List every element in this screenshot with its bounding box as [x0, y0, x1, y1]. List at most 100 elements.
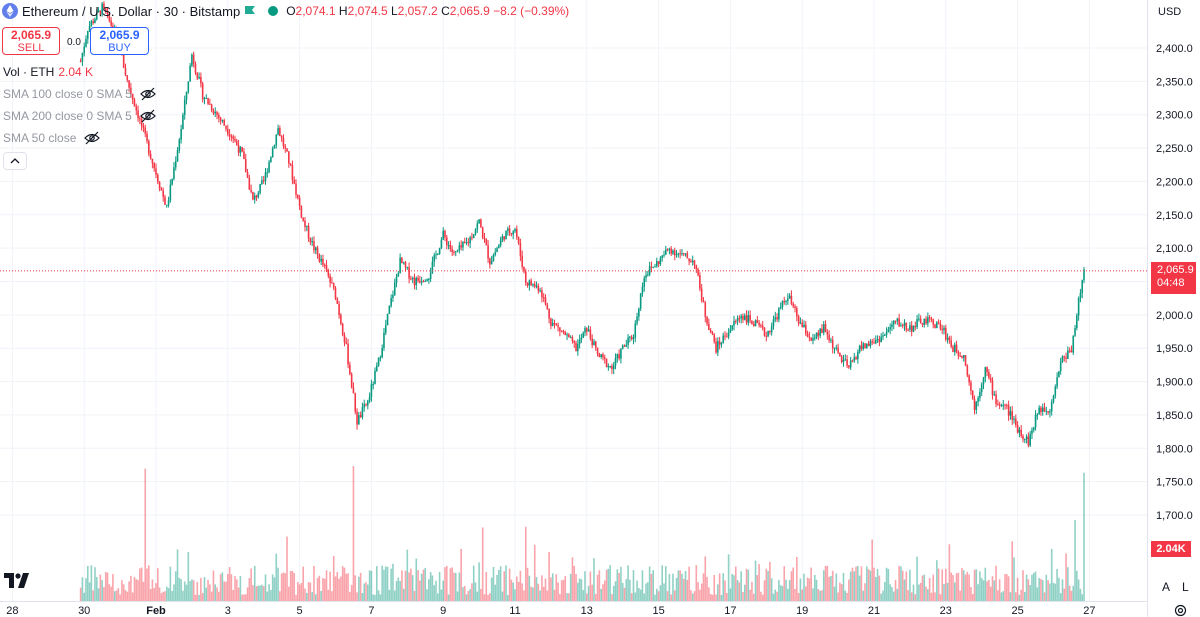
volume-bar	[702, 573, 705, 601]
eye-hidden-icon[interactable]	[84, 131, 101, 145]
eye-hidden-icon[interactable]	[139, 109, 156, 123]
volume-bar	[758, 564, 760, 601]
volume-bar	[259, 585, 261, 601]
candle-body	[959, 355, 961, 357]
volume-bar	[282, 572, 285, 601]
volume-bar	[898, 565, 900, 601]
candle-body	[968, 375, 970, 383]
volume-bar	[104, 572, 107, 601]
volume-bar	[182, 590, 184, 601]
volume-bar	[564, 576, 567, 601]
time-tick-label: 21	[868, 605, 880, 617]
candle-body	[94, 19, 96, 23]
indicator-sma-50[interactable]: SMA 50 close	[3, 131, 101, 145]
volume-bar	[654, 594, 656, 601]
candle-body	[544, 297, 547, 305]
volume-bar	[338, 578, 340, 601]
candle-body	[727, 332, 730, 337]
volume-bar	[478, 562, 480, 601]
volume-bar	[713, 574, 716, 601]
candle-body	[316, 247, 319, 255]
indicator-sma-200[interactable]: SMA 200 close 0 SMA 5	[3, 109, 156, 123]
indicator-sma-100[interactable]: SMA 100 close 0 SMA 5	[3, 87, 156, 101]
price-axis[interactable]: 2,400.0 2,350.0 2,300.0 2,250.0 2,200.0 2,150…	[1156, 43, 1193, 522]
log-scale-button[interactable]: L	[1182, 580, 1189, 594]
candle-body	[742, 315, 744, 320]
volume-bar	[476, 591, 479, 601]
volume-bar	[192, 580, 195, 601]
volume-bar	[1072, 585, 1075, 601]
candle-body	[700, 288, 703, 301]
candle-body	[1009, 411, 1012, 416]
volume-bar	[1083, 472, 1085, 601]
candle-body	[697, 269, 699, 276]
volume-bar	[695, 565, 698, 601]
candle-body	[722, 335, 725, 343]
volume-bar	[121, 580, 123, 601]
time-axis[interactable]: 28 30 Feb 3 5 7 9 11 13 15 17 19 21 23 25 27	[6, 605, 1095, 617]
candle-body	[661, 255, 663, 259]
collapse-legend-button[interactable]	[3, 152, 27, 170]
buy-button[interactable]: 2,065.9 BUY	[90, 27, 149, 55]
volume-bar	[210, 591, 213, 601]
symbol-title[interactable]: Ethereum / U.S. Dollar · 30 · Bitstamp	[22, 3, 241, 19]
volume-bar	[830, 575, 832, 601]
volume-bar	[148, 565, 150, 601]
volume-bar	[465, 594, 468, 601]
sell-button[interactable]: 2,065.9 SELL	[2, 27, 60, 55]
volume-bar	[449, 568, 452, 601]
candle-body	[867, 343, 870, 346]
candle-body	[909, 325, 911, 330]
time-tick-label: 27	[1083, 605, 1095, 617]
volume-bar	[551, 573, 554, 601]
volume-bar	[632, 570, 635, 601]
tradingview-logo-icon[interactable]	[4, 572, 34, 589]
volume-bar	[790, 571, 793, 601]
eye-hidden-icon[interactable]	[139, 87, 156, 101]
candle-body	[472, 234, 475, 239]
candle-body	[422, 281, 425, 283]
volume-bar	[1068, 585, 1071, 601]
volume-bar	[808, 578, 811, 601]
candle-body	[835, 347, 838, 349]
volume-bar	[663, 583, 665, 601]
candle-body	[801, 322, 803, 328]
flag-icon[interactable]	[244, 5, 256, 17]
candle-body	[257, 192, 260, 198]
volume-bar	[341, 566, 344, 601]
volume-bar	[1015, 592, 1017, 601]
candle-body	[708, 323, 710, 331]
candle-body	[1013, 418, 1015, 420]
volume-bar	[652, 570, 655, 601]
volume-bar	[119, 594, 121, 601]
volume-bar	[95, 576, 98, 601]
market-status-icon[interactable]	[268, 6, 279, 16]
candle-body	[462, 242, 464, 248]
currency-selector[interactable]: USD	[1158, 6, 1182, 18]
volume-bar	[901, 570, 904, 601]
volume-bar	[822, 570, 825, 601]
volume-bar	[510, 579, 513, 601]
volume-bar	[112, 574, 114, 601]
volume-bar	[794, 589, 796, 601]
gear-icon[interactable]	[1174, 604, 1187, 617]
candle-body	[496, 248, 498, 252]
candle-body	[1022, 435, 1024, 440]
volume-legend[interactable]: Vol · ETH 2.04 K	[3, 65, 93, 79]
candle-body	[648, 266, 651, 275]
symbol-legend[interactable]: Ethereum / U.S. Dollar · 30 · Bitstamp O…	[2, 3, 569, 19]
volume-bar	[431, 575, 434, 601]
volume-bar	[295, 594, 297, 601]
volume-bar	[187, 552, 190, 601]
candle-body	[297, 194, 299, 198]
volume-bar	[146, 568, 148, 601]
volume-bar	[128, 581, 130, 601]
candle-body	[720, 342, 723, 345]
time-tick-label: 7	[368, 605, 374, 617]
candle-body	[548, 309, 550, 319]
volume-bar	[840, 584, 843, 601]
candle-body	[966, 365, 969, 376]
volume-bar	[936, 560, 938, 601]
auto-scale-button[interactable]: A	[1162, 580, 1171, 594]
